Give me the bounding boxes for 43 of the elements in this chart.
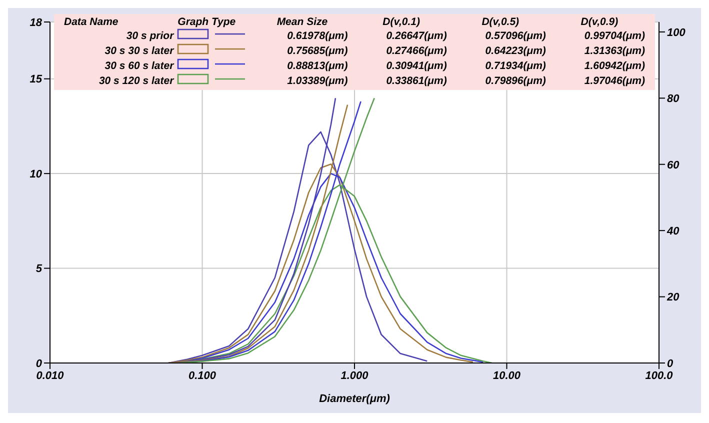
annotation: 1.03389(μm) <box>286 74 349 88</box>
annotation: 0.57096(μm) <box>484 28 547 43</box>
annotation: Data Name <box>63 16 120 28</box>
annotation: 0.27466(μm) <box>385 44 448 58</box>
legend-label: 30 s 60 s later <box>104 58 174 73</box>
annotation: D(v,0.1) <box>382 16 421 28</box>
y-tick-label: 18 <box>30 16 43 29</box>
y-tick-label: 10 <box>30 168 43 180</box>
legend-label: 30 s 30 s later <box>104 44 174 58</box>
y2-tick-label: 20 <box>666 292 680 304</box>
annotation: Mean Size <box>276 16 329 28</box>
y2-tick-label: 100 <box>667 26 686 39</box>
annotation: Graph Type <box>176 16 237 28</box>
annotation: 0.88813(μm) <box>286 58 349 73</box>
legend-label: 30 s 120 s later <box>98 74 174 88</box>
x-tick-label: 0.010 <box>36 370 65 382</box>
y2-tick-label: 60 <box>667 159 680 172</box>
x-tick-label: 0.100 <box>188 370 217 382</box>
y2-tick-label: 80 <box>667 93 680 106</box>
x-tick-label: 100.0 <box>645 370 674 382</box>
y-tick-label: 15 <box>30 74 43 86</box>
annotation: 0.33861(μm) <box>385 74 448 88</box>
annotation: 1.31363(μm) <box>583 44 646 58</box>
x-tick-label: 1.000 <box>340 370 370 382</box>
y-tick-label: 5 <box>36 263 43 276</box>
x-tick-label: 10.00 <box>492 370 522 382</box>
x-axis-title: Diameter(μm) <box>318 393 391 405</box>
annotation: 0.79896(μm) <box>484 74 547 88</box>
y-tick-label: 0 <box>36 358 43 370</box>
y2-tick-label: 0 <box>667 358 674 370</box>
annotation: 1.97046(μm) <box>583 74 646 88</box>
annotation: 0.26647(μm) <box>385 28 448 43</box>
annotation: D(v,0.5) <box>480 16 520 28</box>
annotation: 0.99704(μm) <box>583 28 646 43</box>
annotation: 0.75685(μm) <box>286 44 349 58</box>
legend-label: 30 s prior <box>125 28 174 43</box>
annotation: 0.61978(μm) <box>286 28 349 43</box>
annotation: 0.64223(μm) <box>484 44 547 58</box>
annotation: 1.60942(μm) <box>583 58 646 73</box>
annotation: 0.30941(μm) <box>385 58 448 73</box>
annotation: D(v,0.9) <box>580 16 620 28</box>
annotation: 0.71934(μm) <box>484 58 547 73</box>
y2-tick-label: 40 <box>666 225 680 238</box>
